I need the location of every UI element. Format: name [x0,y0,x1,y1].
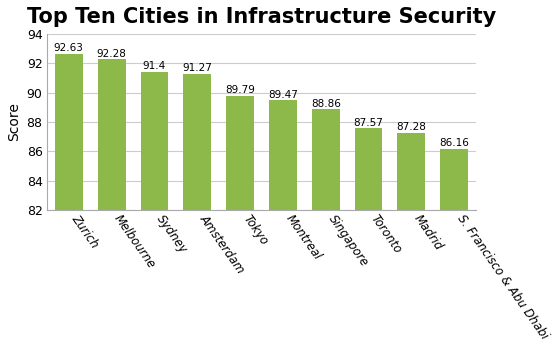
Text: 91.27: 91.27 [182,63,212,73]
Bar [226,96,254,210]
Text: 89.47: 89.47 [268,90,298,100]
Text: 92.28: 92.28 [97,49,126,59]
Bar [312,109,340,210]
Text: 91.4: 91.4 [143,61,166,72]
Bar [269,101,297,210]
Text: 92.63: 92.63 [54,43,84,53]
Bar [140,72,168,210]
Text: 87.28: 87.28 [397,122,426,132]
Bar [55,54,82,210]
Text: 87.57: 87.57 [354,118,383,127]
Bar [183,74,211,210]
Text: 88.86: 88.86 [311,99,341,109]
Text: 89.79: 89.79 [225,85,255,95]
Bar [398,133,426,210]
Bar [440,149,468,210]
Title: Top Ten Cities in Infrastructure Security: Top Ten Cities in Infrastructure Securit… [27,7,496,27]
Text: 86.16: 86.16 [439,138,469,148]
Bar [97,59,125,210]
Bar [355,128,383,210]
Y-axis label: Score: Score [7,103,21,141]
